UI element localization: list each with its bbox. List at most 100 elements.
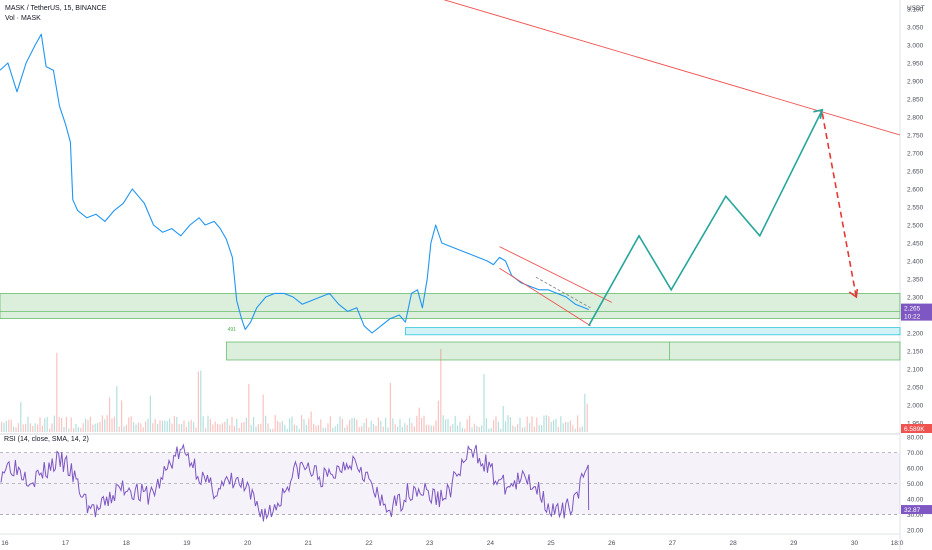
price-tick-label: 3.100 [907,6,924,13]
price-series [0,33,589,334]
volume-bar [569,420,571,432]
volume-bar [171,423,173,432]
volume-bar [339,416,341,432]
price-tick-label: 2.150 [907,348,924,355]
volume-bar [279,422,281,432]
volume-bar [106,415,108,432]
time-tick-label: 19 [183,540,191,547]
volume-bar [567,422,569,432]
time-tick-label: 18:0 [891,540,904,547]
volume-bar [133,422,135,432]
volume-bar [435,420,437,432]
volume-bar [205,428,207,432]
volume-bar [32,425,34,432]
volume-tag [901,424,932,433]
symbol-title[interactable]: MASK / TetherUS, 15, BINANCE [5,5,107,12]
volume-bar [519,417,521,432]
volume-bar [260,423,262,432]
volume-bar [44,418,46,432]
volume-bar [80,427,82,432]
time-tick-label: 16 [1,540,9,547]
volume-bar [3,422,5,432]
volume-bar [193,422,195,432]
rsi-title[interactable]: RSI (14, close, SMA, 14, 2) [4,436,89,443]
volume-bar [37,424,39,432]
price-tick-label: 3.050 [907,24,924,31]
rsi-tick-label: 50.00 [907,481,924,488]
volume-bar [217,424,219,432]
volume-bar [452,424,454,432]
volume-bar [130,416,132,432]
support-zones: 491 [0,292,901,361]
volume-bar [125,424,127,432]
volume-bar [82,423,84,432]
volume-bar [77,427,79,432]
price-tick-label: 2.800 [907,114,924,121]
volume-bar [565,421,567,432]
price-tick-label: 2.350 [907,276,924,283]
volume-bar [389,382,391,432]
volume-bar [291,416,293,432]
volume-bar [430,425,432,432]
volume-bar [454,415,456,432]
volume-bar [317,425,319,432]
time-tick-label: 27 [669,540,677,547]
volume-bar [221,423,223,432]
rsi-value-label: 32.87 [904,507,921,514]
drawings[interactable] [427,0,901,327]
volume-bar [322,427,324,432]
volume-bar [233,425,235,432]
volume-bar [334,426,336,432]
price-tick-label: 2.500 [907,222,924,229]
volume-bar [89,416,91,432]
volume-bar [303,419,305,432]
rsi-tick-label: 20.00 [907,527,924,534]
volume-bar [152,423,154,432]
price-tick-label: 3.000 [907,42,924,49]
volume-bar [159,420,161,432]
price-line [0,33,589,334]
volume-bar [392,418,394,432]
volume-bar [265,415,267,432]
volume-bar [416,415,418,432]
volume-bar [73,428,75,432]
last-price-tag [901,303,932,321]
volume-bar [209,419,211,432]
time-tick-label: 30 [851,540,859,547]
volume-bar [226,418,228,432]
volume-bar [478,427,480,432]
volume-bar [512,425,514,432]
volume-bar [262,394,264,432]
volume-bar [490,427,492,432]
volume-bar [85,418,87,432]
volume-bar [461,427,463,432]
volume-bar [154,418,156,432]
channel-upper-line [499,246,612,303]
projection-arrowhead [813,108,824,119]
volume-bar [531,416,533,432]
volume-bar [533,426,535,432]
volume-bar [413,426,415,432]
volume-bar [113,416,115,432]
volume-bar [185,426,187,432]
volume-bar [346,425,348,432]
volume-bar [509,417,511,432]
volume-bar [286,428,288,432]
volume-bar [101,415,103,432]
price-tick-label: 2.650 [907,168,924,175]
volume-bar [224,421,226,432]
volume-bar [332,428,334,432]
volume-bar [459,421,461,432]
volume-bar [289,418,291,432]
volume-bar [123,426,125,432]
volume-bar [466,419,468,432]
volume-bar [476,425,478,432]
volume-bar [149,395,151,432]
time-tick-label: 24 [487,540,495,547]
volume-bar [397,426,399,432]
volume-label[interactable]: Vol · MASK [5,15,41,22]
volume-bar [202,416,204,432]
volume-bar [75,424,77,432]
volume-bars [1,348,588,432]
